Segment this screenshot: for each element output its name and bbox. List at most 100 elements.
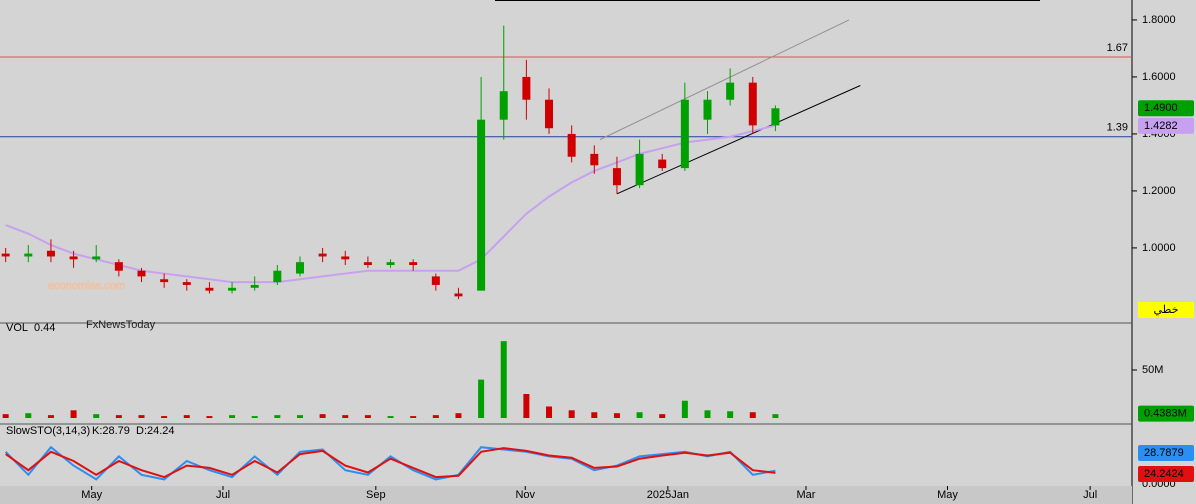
mode-badge <box>1138 302 1194 318</box>
value-badge <box>1138 405 1194 422</box>
volume-bar <box>93 414 100 418</box>
horizontal-line-label: 1.67 <box>1107 42 1128 54</box>
volume-bar <box>478 379 485 418</box>
candle-body <box>431 276 440 285</box>
volume-bar <box>681 400 688 418</box>
value-badge-label: 0.4383M <box>1144 407 1187 419</box>
volume-bar <box>432 415 439 418</box>
volume-bar <box>364 415 371 418</box>
candle-body <box>69 256 78 260</box>
candle-body <box>114 262 123 271</box>
candle-body <box>477 119 486 291</box>
watermark: FxNewsToday <box>86 319 156 331</box>
candle-body <box>680 99 689 169</box>
candle-body <box>545 99 554 129</box>
panel-title: VOL <box>6 322 28 334</box>
candle-body <box>341 256 350 260</box>
candle-body <box>726 82 735 100</box>
candle-body <box>137 270 146 277</box>
volume-bar <box>749 412 756 418</box>
x-tick-label: Jul <box>216 489 230 501</box>
candle-body <box>92 256 101 260</box>
candle-body <box>160 279 169 283</box>
candle-body <box>363 262 372 266</box>
volume-bar <box>342 415 349 418</box>
x-tick-label: Jul <box>1083 489 1097 501</box>
volume-bar <box>636 412 643 418</box>
candle-body <box>409 262 418 266</box>
volume-bar <box>319 414 326 418</box>
moving-average <box>5 124 776 284</box>
volume-bar <box>2 414 9 418</box>
candle-body <box>182 282 191 285</box>
candle-body <box>612 168 621 186</box>
volume-bar <box>546 406 553 418</box>
candle-body <box>228 287 237 291</box>
x-tick-label: 2025Jan <box>647 489 689 501</box>
volume-bar <box>47 415 54 418</box>
candle-body <box>250 284 259 288</box>
candle-body <box>205 287 214 291</box>
value-badge <box>1138 445 1194 461</box>
y-tick-label: 50M <box>1142 364 1163 376</box>
x-tick-label: Mar <box>797 489 816 501</box>
candle-body <box>454 293 463 297</box>
x-tick-label: Nov <box>515 489 535 501</box>
candle-body <box>703 99 712 120</box>
volume-bar <box>183 415 190 418</box>
candle-body <box>771 108 780 126</box>
candle-body <box>318 253 327 257</box>
candle-body <box>1 253 10 257</box>
value-badge-label: 24.2424 <box>1144 468 1184 480</box>
x-tick-label: Sep <box>366 489 386 501</box>
value-badge <box>1138 466 1194 482</box>
mode-label: خطي <box>1154 304 1179 316</box>
volume-bar <box>523 394 530 418</box>
candle-body <box>295 262 304 274</box>
candle-body <box>24 253 33 257</box>
volume-bar <box>161 416 168 418</box>
volume-bar <box>613 413 620 418</box>
volume-bar <box>727 411 734 418</box>
candle-body <box>658 159 667 169</box>
volume-bar <box>500 341 507 418</box>
volume-bar <box>591 412 598 418</box>
volume-bar <box>25 413 32 418</box>
volume-bar <box>206 416 213 418</box>
value-badge-label: 28.7879 <box>1144 447 1184 459</box>
stochastic-line <box>5 447 776 479</box>
volume-bar <box>138 415 145 418</box>
candle-body <box>386 262 395 266</box>
value-badge <box>1138 117 1194 134</box>
stochastic-line <box>4 445 776 481</box>
volume-bar <box>704 410 711 418</box>
value-badge-label: 1.4282 <box>1144 120 1178 132</box>
k-label: K:28.79 <box>92 425 130 437</box>
d-label: D:24.24 <box>136 425 175 437</box>
panel-title: SlowSTO(3,14,3) <box>6 425 90 437</box>
y-tick-label: 1.2000 <box>1142 185 1176 197</box>
trend-line <box>599 19 850 141</box>
volume-bar <box>229 415 236 418</box>
value-badge <box>1138 100 1194 117</box>
candle-body <box>273 270 282 283</box>
panel-value: 0.44 <box>34 322 55 334</box>
volume-bar <box>251 416 258 418</box>
trend-line <box>616 85 861 195</box>
y-tick-label: 1.6000 <box>1142 71 1176 83</box>
x-axis-strip <box>0 486 1132 504</box>
volume-bar <box>772 414 779 418</box>
volume-bar <box>410 416 417 418</box>
candle-body <box>635 153 644 186</box>
watermark: economies.com <box>48 280 125 292</box>
y-tick-label: 1.0000 <box>1142 242 1176 254</box>
horizontal-line-label: 1.39 <box>1107 122 1128 134</box>
x-tick-label: May <box>81 489 102 501</box>
candle-body <box>46 250 55 257</box>
candle-body <box>590 153 599 166</box>
volume-bar <box>115 415 122 418</box>
volume-bar <box>455 413 462 418</box>
volume-bar <box>659 414 666 418</box>
